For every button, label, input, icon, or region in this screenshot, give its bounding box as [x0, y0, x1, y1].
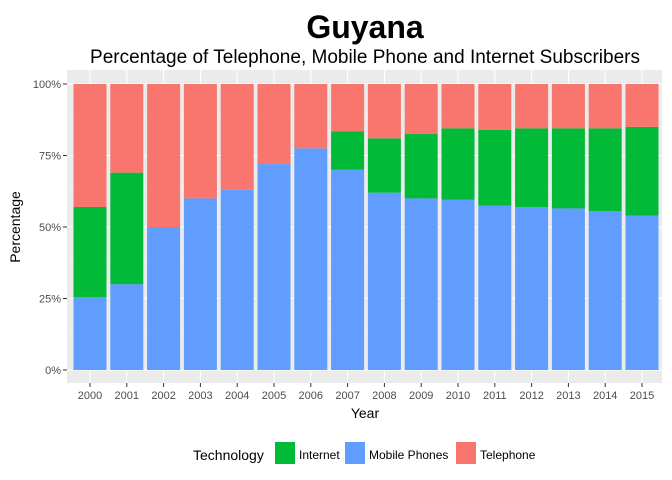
- legend: Technology Internet Mobile Phones Telephon…: [193, 442, 536, 464]
- legend-label: Mobile Phones: [369, 448, 448, 462]
- x-tick-label: 2014: [593, 390, 617, 402]
- x-tick-label: 2007: [335, 390, 359, 402]
- bar-mobile-phones-2004: [220, 189, 254, 370]
- x-tick-label: 2009: [409, 390, 433, 402]
- bar-internet-2001: [110, 172, 144, 285]
- bar-mobile-phones-2002: [147, 227, 181, 370]
- x-tick-label: 2013: [556, 390, 580, 402]
- bar-telephone-2010: [441, 84, 475, 129]
- legend-key-telephone: [456, 442, 476, 464]
- x-tick-label: 2012: [519, 390, 543, 402]
- bar-mobile-phones-2007: [331, 169, 365, 370]
- bar-internet-2010: [441, 128, 475, 200]
- bar-mobile-phones-2011: [478, 205, 512, 370]
- y-tick-label: 0%: [45, 365, 61, 377]
- bar-internet-2000: [73, 206, 107, 298]
- bar-internet-2009: [404, 134, 438, 199]
- bar-mobile-phones-2003: [183, 198, 217, 370]
- x-tick-label: 2008: [372, 390, 396, 402]
- bar-mobile-phones-2013: [551, 208, 585, 370]
- bar-mobile-phones-2015: [625, 215, 659, 370]
- legend-label: Internet: [299, 448, 340, 462]
- legend-key-mobile-phones: [345, 442, 365, 464]
- bar-mobile-phones-2000: [73, 297, 107, 370]
- legend-key-internet: [275, 442, 295, 464]
- bar-telephone-2002: [147, 84, 181, 227]
- bar-mobile-phones-2014: [588, 211, 622, 370]
- bar-telephone-2011: [478, 84, 512, 130]
- bar-mobile-phones-2009: [404, 198, 438, 370]
- bar-internet-2013: [551, 128, 585, 209]
- y-axis-ticks: 0% 25% 50% 75% 100%: [33, 79, 67, 377]
- bar-internet-2014: [588, 128, 622, 212]
- y-tick-label: 25%: [39, 294, 61, 306]
- x-axis-ticks: 2000 2001 2002 2003 2004 2005 2006 2007 2008 2009…: [78, 383, 654, 402]
- x-tick-label: 2004: [225, 390, 249, 402]
- bar-telephone-2003: [183, 84, 217, 199]
- x-tick-label: 2010: [446, 390, 470, 402]
- chart-title: Guyana: [306, 9, 424, 45]
- bar-mobile-phones-2001: [110, 284, 144, 370]
- bar-mobile-phones-2006: [294, 148, 328, 370]
- bar-mobile-phones-2010: [441, 199, 475, 370]
- y-tick-label: 100%: [33, 79, 61, 91]
- bars: [73, 84, 659, 370]
- bar-internet-2008: [367, 138, 401, 193]
- bar-telephone-2004: [220, 84, 254, 190]
- bar-telephone-2008: [367, 84, 401, 139]
- x-tick-label: 2002: [151, 390, 175, 402]
- bar-telephone-2013: [551, 84, 585, 129]
- bar-mobile-phones-2005: [257, 164, 291, 370]
- x-tick-label: 2001: [115, 390, 139, 402]
- bar-telephone-2012: [515, 84, 549, 129]
- bar-telephone-2015: [625, 84, 659, 127]
- bar-telephone-2007: [331, 84, 365, 132]
- x-axis-title: Year: [351, 405, 380, 421]
- legend-title: Technology: [193, 447, 264, 463]
- legend-label: Telephone: [480, 448, 536, 462]
- y-axis-title: Percentage: [7, 191, 23, 263]
- chart-subtitle: Percentage of Telephone, Mobile Phone an…: [90, 47, 640, 68]
- bar-mobile-phones-2008: [367, 192, 401, 370]
- bar-telephone-2001: [110, 84, 144, 173]
- bar-internet-2012: [515, 128, 549, 207]
- x-tick-label: 2000: [78, 390, 102, 402]
- bar-internet-2007: [331, 131, 365, 170]
- x-tick-label: 2005: [262, 390, 286, 402]
- y-tick-label: 75%: [39, 151, 61, 163]
- bar-internet-2011: [478, 129, 512, 206]
- x-tick-label: 2003: [188, 390, 212, 402]
- x-tick-label: 2015: [630, 390, 654, 402]
- x-tick-label: 2011: [483, 390, 507, 402]
- bar-telephone-2000: [73, 84, 107, 207]
- bar-telephone-2006: [294, 84, 328, 149]
- bar-telephone-2005: [257, 84, 291, 165]
- x-tick-label: 2006: [299, 390, 323, 402]
- bar-internet-2015: [625, 126, 659, 216]
- bar-mobile-phones-2012: [515, 206, 549, 370]
- bar-telephone-2014: [588, 84, 622, 129]
- bar-telephone-2009: [404, 84, 438, 135]
- y-tick-label: 50%: [39, 222, 61, 234]
